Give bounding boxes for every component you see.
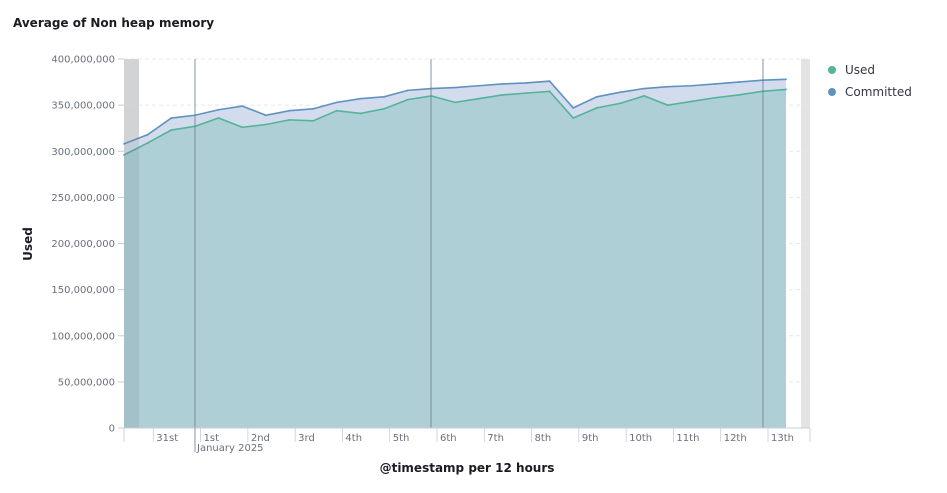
time-markers — [124, 59, 764, 428]
used-point — [548, 90, 551, 93]
x-axis-sub-label: January 2025 — [196, 443, 264, 454]
y-tick-label: 250,000,000 — [51, 193, 115, 204]
used-point — [454, 101, 456, 104]
x-tick-label: 6th — [440, 433, 457, 444]
used-point — [312, 119, 315, 122]
committed-point — [572, 106, 575, 109]
committed-point — [264, 114, 267, 117]
y-axis-ticks: 0 50,000,000 100,000,000 150,000,000 200,000… — [51, 55, 124, 435]
x-tick-label: 4th — [345, 433, 362, 444]
committed-point — [359, 97, 362, 100]
x-tick-label: 10th — [629, 433, 652, 444]
committed-point — [288, 109, 291, 112]
chart-title: Average of Non heap memory — [13, 16, 215, 30]
used-point — [477, 97, 480, 100]
x-tick-label: 3rd — [298, 433, 315, 444]
used-point — [123, 154, 125, 156]
legend: Used Committed — [828, 59, 912, 103]
legend-swatch-committed — [828, 88, 836, 96]
x-tick-label: 13th — [771, 433, 794, 444]
legend-item-committed[interactable]: Committed — [828, 81, 912, 103]
series-areas — [123, 78, 787, 428]
y-tick-label: 200,000,000 — [51, 239, 115, 250]
committed-point — [595, 95, 598, 98]
used-point — [335, 109, 338, 112]
legend-label-committed: Committed — [845, 85, 912, 99]
committed-point — [335, 101, 338, 104]
committed-point — [477, 84, 480, 87]
used-point — [146, 142, 149, 144]
committed-point — [123, 142, 125, 145]
y-tick-label: 150,000,000 — [51, 285, 115, 296]
used-point — [643, 95, 646, 97]
used-point — [501, 94, 504, 96]
committed-point — [643, 87, 646, 90]
used-point — [572, 117, 575, 119]
committed-point — [548, 80, 551, 83]
x-tick-label: 11th — [676, 433, 699, 444]
used-point — [170, 129, 173, 131]
used-point — [264, 123, 267, 126]
y-tick-label: 350,000,000 — [51, 101, 115, 112]
y-tick-label: 400,000,000 — [51, 55, 115, 66]
x-axis-ticks: 31st 1st 2nd 3rd 4th 5th 6th 7th 8th 9th 10th 11th 1… — [123, 428, 811, 452]
legend-swatch-used — [828, 66, 836, 74]
committed-point — [454, 86, 456, 89]
x-tick-label: 8th — [535, 433, 552, 444]
used-point — [619, 102, 622, 105]
y-tick-label: 100,000,000 — [51, 331, 115, 342]
used-point — [359, 112, 362, 115]
y-tick-label: 50,000,000 — [58, 377, 115, 388]
used-point — [690, 100, 693, 103]
used-point — [288, 118, 291, 121]
y-axis-title: Used — [21, 227, 35, 261]
x-axis-title: @timestamp per 12 hours — [380, 461, 555, 475]
used-point — [595, 106, 598, 109]
x-tick-label: 2nd — [251, 433, 270, 444]
committed-point — [146, 133, 149, 136]
legend-label-used: Used — [845, 63, 876, 77]
x-tick-label: 5th — [393, 433, 410, 444]
committed-point — [619, 91, 622, 94]
used-point — [714, 96, 716, 99]
committed-point — [785, 78, 787, 81]
committed-point — [737, 81, 740, 83]
committed-point — [406, 89, 409, 92]
legend-item-used[interactable]: Used — [828, 59, 912, 81]
used-point — [737, 94, 740, 96]
x-tick-label: 9th — [582, 433, 599, 444]
committed-point — [217, 108, 220, 111]
partial-bucket-overlay — [124, 59, 139, 428]
x-tick-label: 1st — [204, 433, 220, 444]
committed-point — [383, 95, 385, 98]
committed-point — [666, 85, 669, 88]
committed-point — [501, 83, 504, 85]
committed-point — [714, 83, 716, 85]
committed-point — [170, 117, 173, 119]
x-tick-label: 31st — [156, 433, 178, 444]
used-point — [241, 126, 244, 129]
committed-point — [241, 105, 244, 107]
committed-point — [690, 84, 693, 87]
used-point — [785, 88, 787, 91]
used-point — [406, 98, 409, 101]
used-point — [525, 92, 527, 95]
y-tick-label: 0 — [109, 424, 115, 435]
used-point — [217, 117, 220, 119]
used-point — [383, 107, 385, 110]
y-tick-label: 300,000,000 — [51, 147, 115, 158]
committed-area — [124, 79, 786, 155]
x-tick-label: 7th — [487, 433, 504, 444]
used-area — [124, 89, 786, 428]
used-point — [666, 104, 669, 107]
x-tick-label: 12th — [724, 433, 747, 444]
committed-point — [312, 107, 315, 110]
committed-point — [525, 82, 527, 84]
